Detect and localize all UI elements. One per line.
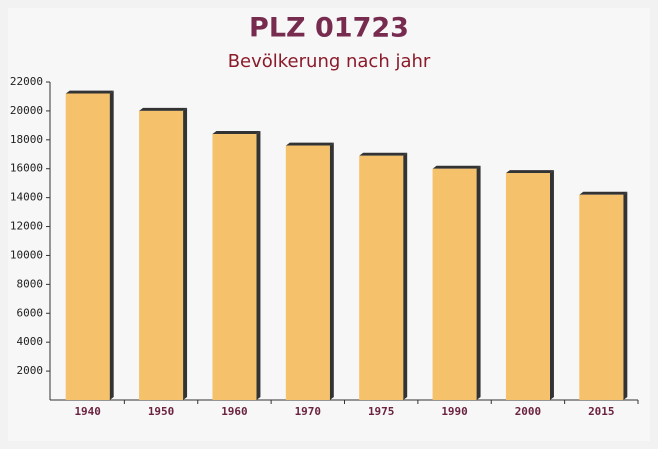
bar-shadow	[256, 131, 261, 400]
bar	[139, 110, 184, 400]
bar-shadow	[549, 170, 554, 400]
y-tick-label: 6000	[17, 306, 44, 319]
x-tick-label: 1940	[74, 405, 101, 418]
bar-top	[432, 165, 481, 169]
bar-top	[285, 142, 334, 146]
bar	[212, 134, 257, 400]
bar	[359, 155, 404, 400]
bar-shadow	[183, 107, 188, 400]
bar	[579, 194, 624, 400]
bar-top	[212, 131, 261, 135]
y-tick-label: 18000	[10, 133, 43, 146]
x-tick-label: 1960	[221, 405, 248, 418]
y-tick-label: 20000	[10, 104, 43, 117]
x-tick-label: 1970	[295, 405, 322, 418]
y-tick-label: 8000	[17, 277, 44, 290]
bar-shadow	[109, 90, 114, 401]
chart-subtitle: Bevölkerung nach jahr	[228, 51, 431, 72]
bar-top	[579, 191, 628, 195]
bar-shadow	[476, 165, 481, 400]
x-tick-label: 2000	[515, 405, 542, 418]
x-tick-label: 2015	[588, 405, 615, 418]
bar-shadow	[329, 142, 334, 400]
bar	[285, 145, 330, 400]
y-tick-label: 12000	[10, 220, 43, 233]
y-tick-label: 22000	[10, 75, 43, 88]
bar	[432, 168, 477, 400]
bar-top	[359, 152, 408, 156]
x-tick-label: 1950	[148, 405, 175, 418]
bar	[505, 173, 550, 400]
bar-shadow	[623, 191, 628, 400]
bar-top	[139, 107, 188, 111]
bar-top	[65, 90, 114, 94]
x-tick-label: 1975	[368, 405, 395, 418]
y-tick-label: 10000	[10, 248, 43, 261]
bar-top	[505, 170, 554, 174]
bar-shadow	[403, 152, 408, 400]
y-tick-label: 16000	[10, 162, 43, 175]
chart-title: PLZ 01723	[249, 13, 409, 44]
y-tick-label: 14000	[10, 191, 43, 204]
y-tick-label: 2000	[17, 364, 44, 377]
y-tick-label: 4000	[17, 335, 44, 348]
bar	[65, 93, 110, 401]
x-tick-label: 1990	[441, 405, 468, 418]
